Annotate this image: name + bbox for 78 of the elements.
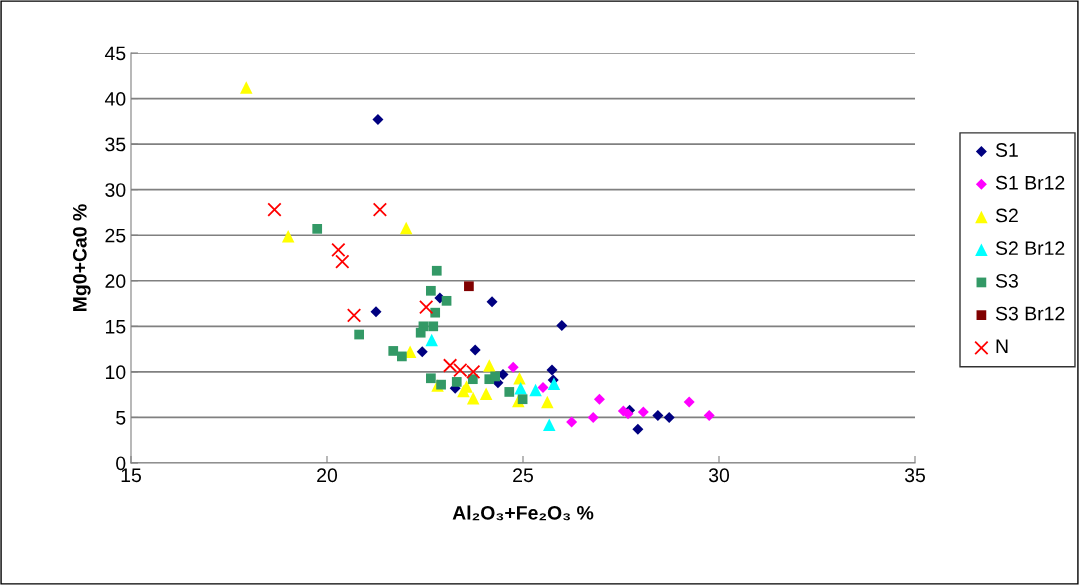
point (431, 265, 442, 276)
point (441, 295, 452, 306)
point (479, 387, 493, 401)
point (436, 379, 446, 390)
point (632, 423, 644, 435)
y-tick-label: 20 (105, 274, 126, 289)
point (537, 381, 549, 393)
point (397, 351, 407, 362)
point (372, 202, 388, 217)
point (388, 346, 399, 356)
legend-label: S3 (995, 273, 1018, 288)
point (457, 384, 470, 398)
x-tick-label: 25 (513, 468, 533, 483)
point (354, 329, 365, 340)
legend-label: S2 (995, 208, 1018, 223)
point (442, 358, 458, 373)
point (483, 359, 496, 372)
point (370, 306, 382, 318)
legend-label: N (996, 339, 1008, 353)
y-tick-label: 10 (106, 365, 126, 380)
point (703, 410, 715, 422)
point (430, 307, 441, 318)
point (346, 308, 362, 323)
point (637, 406, 649, 418)
point (426, 373, 436, 384)
y-tick-label: 45 (104, 46, 126, 61)
point (490, 371, 501, 382)
point (426, 285, 436, 296)
point (464, 281, 474, 292)
y-tick-label: 15 (106, 320, 126, 334)
point (372, 114, 384, 126)
y-tick-label: 25 (105, 228, 126, 243)
point (428, 321, 439, 332)
y-tick-label: 35 (105, 137, 126, 152)
point (425, 333, 438, 347)
point (513, 372, 526, 385)
legend-label: S3 Br12 (995, 306, 1065, 321)
point (541, 395, 554, 409)
legend-label: S2 Br12 (995, 241, 1065, 256)
point (514, 382, 527, 395)
point (546, 364, 558, 376)
point (466, 392, 480, 405)
point (312, 223, 323, 234)
point (331, 242, 346, 257)
point (566, 416, 578, 428)
point (504, 387, 515, 397)
point (652, 410, 664, 422)
point (451, 377, 462, 387)
point (267, 202, 282, 217)
point (587, 411, 599, 423)
point (416, 346, 428, 358)
point (335, 254, 350, 269)
x-axis-title: Al₂O₃+Fe₂O₃ % (452, 505, 594, 521)
point (593, 393, 605, 405)
x-tick-label: 20 (317, 468, 338, 483)
y-tick-label: 30 (105, 183, 126, 197)
point (556, 319, 568, 331)
point (683, 396, 695, 408)
point (547, 377, 561, 390)
y-tick-label: 40 (104, 92, 126, 106)
point (399, 221, 413, 235)
point (281, 229, 295, 243)
y-tick-label: 5 (116, 411, 126, 425)
point (517, 394, 528, 405)
y-axis-title: Mg0+Ca0 % (72, 204, 91, 311)
point (240, 81, 253, 94)
point (486, 296, 498, 308)
x-tick-label: 30 (708, 468, 730, 483)
legend-label: S1 Br12 (995, 175, 1065, 190)
x-tick-label: 35 (904, 468, 925, 483)
point (419, 300, 434, 315)
point (469, 344, 481, 356)
point (507, 361, 519, 373)
point (415, 327, 426, 338)
point (543, 418, 556, 431)
legend-label: S1 (995, 143, 1018, 157)
point (663, 411, 675, 423)
point (529, 383, 542, 397)
